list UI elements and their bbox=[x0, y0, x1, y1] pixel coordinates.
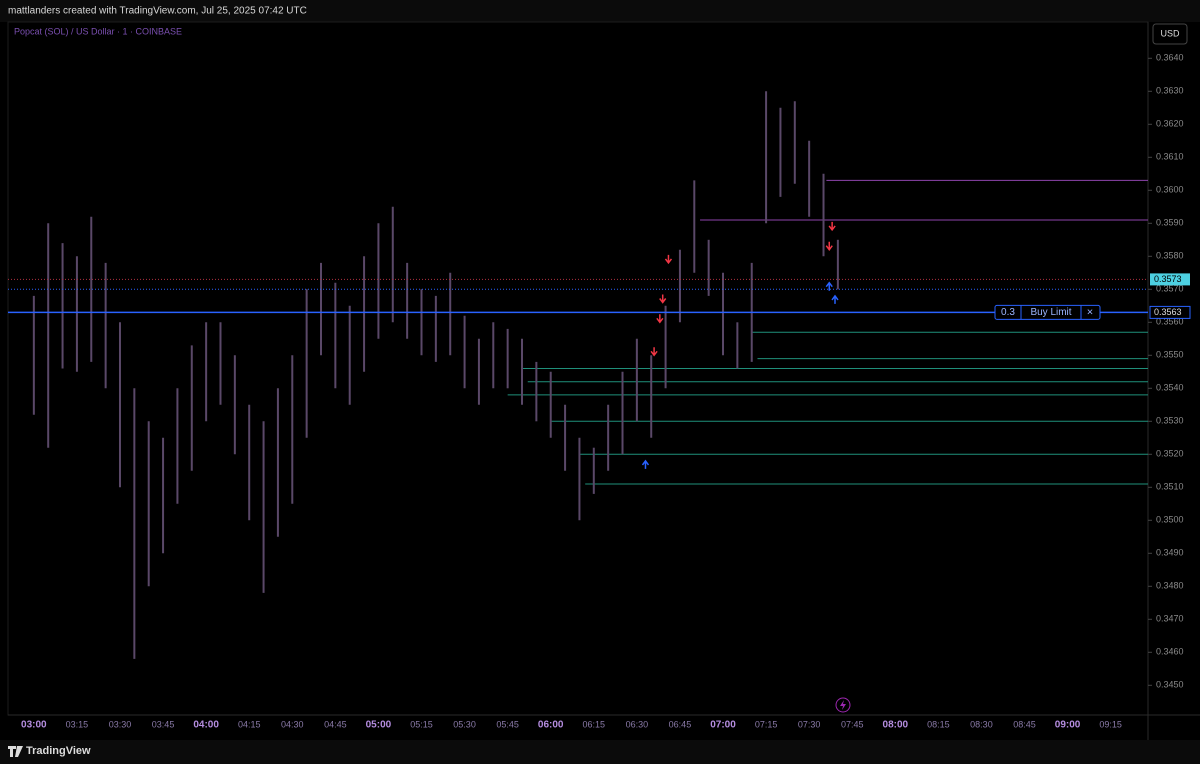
trade-marker bbox=[656, 314, 664, 324]
trade-marker bbox=[659, 294, 667, 304]
x-tick-label: 04:00 bbox=[193, 720, 219, 731]
x-tick-label: 04:30 bbox=[281, 719, 304, 729]
x-tick-label: 05:00 bbox=[366, 720, 392, 731]
currency-label[interactable]: USD bbox=[1160, 28, 1180, 38]
x-tick-label: 06:00 bbox=[538, 720, 564, 731]
x-tick-label: 03:30 bbox=[109, 719, 132, 729]
x-tick-label: 05:15 bbox=[410, 719, 433, 729]
order-close[interactable]: × bbox=[1087, 306, 1093, 318]
x-tick-label: 03:15 bbox=[66, 719, 89, 729]
y-tick-label: 0.3530 bbox=[1156, 416, 1184, 426]
order-price-tag bbox=[1149, 305, 1191, 319]
order-label[interactable]: Buy Limit bbox=[1030, 307, 1071, 318]
y-tick-label: 0.3470 bbox=[1156, 614, 1184, 624]
x-tick-label: 03:45 bbox=[152, 719, 175, 729]
x-tick-label: 08:45 bbox=[1013, 719, 1036, 729]
x-tick-label: 04:45 bbox=[324, 719, 347, 729]
x-tick-label: 07:00 bbox=[710, 720, 736, 731]
header-bar bbox=[0, 0, 1200, 22]
y-tick-label: 0.3640 bbox=[1156, 53, 1184, 63]
y-tick-label: 0.3600 bbox=[1156, 185, 1184, 195]
y-tick-label: 0.3490 bbox=[1156, 548, 1184, 558]
x-tick-label: 09:00 bbox=[1055, 720, 1081, 731]
x-tick-label: 08:15 bbox=[927, 719, 950, 729]
x-tick-label: 06:15 bbox=[583, 719, 606, 729]
symbol-title: Popcat (SOL) / US Dollar · 1 · COINBASE bbox=[14, 26, 182, 36]
footer-brand: TradingView bbox=[26, 745, 91, 757]
y-tick-label: 0.3620 bbox=[1156, 119, 1184, 129]
trade-marker bbox=[831, 294, 839, 304]
order-quantity[interactable]: 0.3 bbox=[1001, 307, 1015, 318]
events-bolt[interactable] bbox=[840, 700, 846, 710]
y-tick-label: 0.3550 bbox=[1156, 350, 1184, 360]
x-tick-label: 04:15 bbox=[238, 719, 261, 729]
price-tag-label: 0.3573 bbox=[1154, 274, 1182, 284]
y-tick-label: 0.3590 bbox=[1156, 218, 1184, 228]
y-tick-label: 0.3570 bbox=[1156, 284, 1184, 294]
x-tick-label: 07:30 bbox=[798, 719, 821, 729]
y-tick-label: 0.3500 bbox=[1156, 515, 1184, 525]
x-tick-label: 07:45 bbox=[841, 719, 864, 729]
y-tick-label: 0.3480 bbox=[1156, 581, 1184, 591]
events-icon[interactable] bbox=[835, 697, 851, 713]
y-tick-label: 0.3560 bbox=[1156, 317, 1184, 327]
x-tick-label: 05:30 bbox=[453, 719, 476, 729]
trade-marker bbox=[641, 459, 650, 469]
order-price-label: 0.3563 bbox=[1154, 307, 1182, 317]
footer-bar bbox=[0, 740, 1200, 764]
header-text: mattlanders created with TradingView.com… bbox=[8, 6, 307, 17]
trade-marker bbox=[825, 281, 833, 291]
x-tick-label: 08:30 bbox=[970, 719, 993, 729]
x-tick-label: 07:15 bbox=[755, 719, 778, 729]
y-tick-label: 0.3460 bbox=[1156, 647, 1184, 657]
x-tick-label: 08:00 bbox=[883, 720, 909, 731]
trade-marker bbox=[828, 221, 836, 232]
y-tick-label: 0.3630 bbox=[1156, 86, 1184, 96]
x-tick-label: 09:15 bbox=[1099, 719, 1122, 729]
trade-marker bbox=[650, 347, 658, 357]
trade-marker bbox=[825, 241, 833, 251]
y-tick-label: 0.3520 bbox=[1156, 449, 1184, 459]
y-tick-label: 0.3540 bbox=[1156, 383, 1184, 393]
x-tick-label: 06:45 bbox=[669, 719, 692, 729]
x-tick-label: 05:45 bbox=[496, 719, 519, 729]
currency-button[interactable] bbox=[1152, 23, 1188, 45]
y-tick-label: 0.3510 bbox=[1156, 482, 1184, 492]
price-tag bbox=[1150, 273, 1190, 286]
tv-logo bbox=[8, 746, 23, 757]
x-tick-label: 03:00 bbox=[21, 720, 47, 731]
trade-marker bbox=[664, 254, 673, 265]
y-tick-label: 0.3580 bbox=[1156, 251, 1184, 261]
y-tick-label: 0.3610 bbox=[1156, 152, 1184, 162]
y-tick-label: 0.3450 bbox=[1156, 680, 1184, 690]
x-tick-label: 06:30 bbox=[626, 719, 649, 729]
